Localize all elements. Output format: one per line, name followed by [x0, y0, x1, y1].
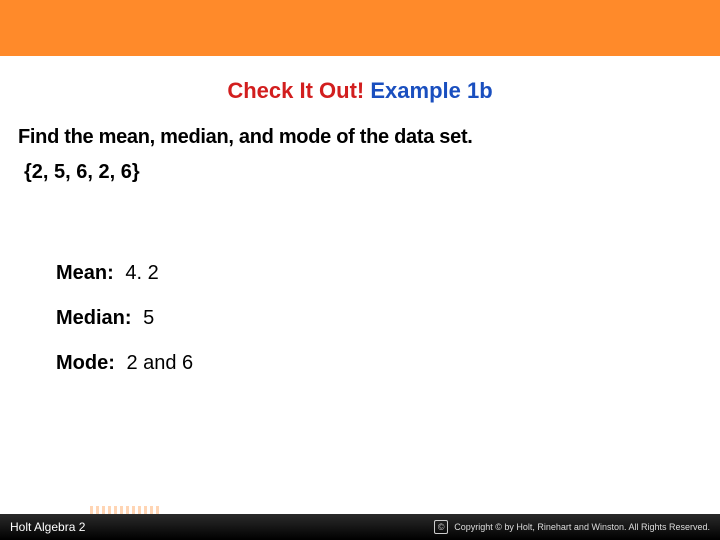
check-it-out-heading: Check It Out! Example 1b — [18, 78, 702, 104]
slide-content: Check It Out! Example 1b Find the mean, … — [0, 56, 720, 375]
mean-value: 4. 2 — [125, 262, 158, 284]
median-label: Median: — [56, 307, 132, 329]
answers-block: Mean: 4. 2 Median: 5 Mode: 2 and 6 — [56, 262, 702, 375]
footer-book-title: Holt Algebra 2 — [10, 520, 85, 534]
mean-row: Mean: 4. 2 — [56, 262, 702, 285]
mode-row: Mode: 2 and 6 — [56, 352, 702, 375]
check-label: Check It Out! — [227, 78, 364, 103]
copyright-text: Copyright © by Holt, Rinehart and Winsto… — [454, 522, 710, 532]
copyright-icon: © — [434, 520, 448, 534]
footer-bar: Holt Algebra 2 © Copyright © by Holt, Ri… — [0, 514, 720, 540]
example-label: Example 1b — [370, 78, 492, 103]
prompt-text: Find the mean, median, and mode of the d… — [18, 126, 702, 149]
mode-value: 2 and 6 — [126, 352, 193, 374]
median-value: 5 — [143, 307, 154, 329]
header: 11-5 Measures of Central Tendency and Va… — [0, 0, 720, 56]
dataset-text: {2, 5, 6, 2, 6} — [24, 161, 702, 184]
footer-copyright: © Copyright © by Holt, Rinehart and Wins… — [434, 520, 710, 534]
footer-ticks-decoration — [90, 506, 210, 514]
mode-label: Mode: — [56, 352, 115, 374]
header-bg — [0, 0, 720, 56]
mean-label: Mean: — [56, 262, 114, 284]
median-row: Median: 5 — [56, 307, 702, 330]
